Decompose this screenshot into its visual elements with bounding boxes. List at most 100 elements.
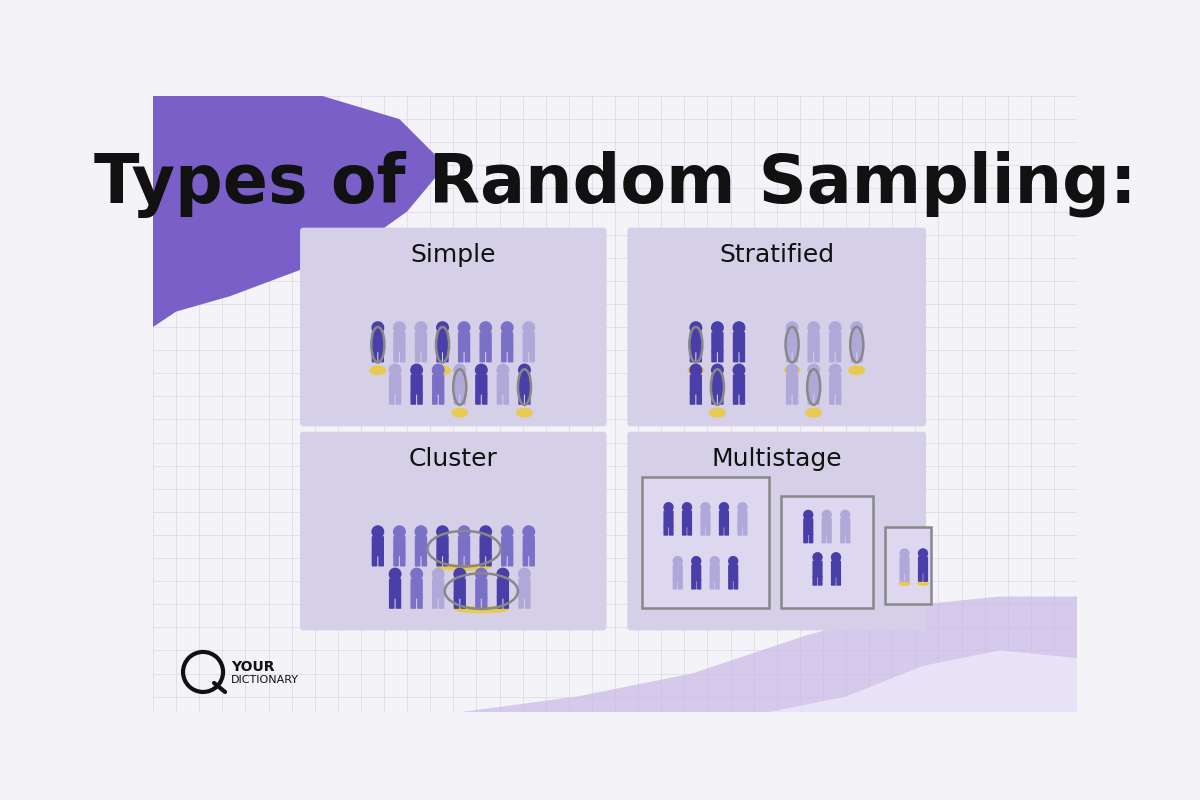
FancyBboxPatch shape — [389, 374, 401, 394]
FancyBboxPatch shape — [918, 557, 928, 574]
Circle shape — [672, 556, 683, 566]
FancyBboxPatch shape — [458, 554, 463, 566]
Circle shape — [689, 363, 702, 377]
FancyBboxPatch shape — [504, 597, 509, 609]
FancyBboxPatch shape — [486, 350, 492, 362]
FancyBboxPatch shape — [529, 350, 535, 362]
FancyBboxPatch shape — [454, 578, 466, 598]
Circle shape — [682, 502, 692, 512]
Ellipse shape — [454, 606, 509, 614]
Ellipse shape — [451, 408, 468, 418]
FancyBboxPatch shape — [718, 350, 724, 362]
FancyBboxPatch shape — [719, 510, 730, 527]
FancyBboxPatch shape — [418, 393, 422, 405]
Circle shape — [414, 526, 427, 538]
FancyBboxPatch shape — [394, 554, 398, 566]
FancyBboxPatch shape — [690, 393, 695, 405]
FancyBboxPatch shape — [518, 597, 524, 609]
FancyBboxPatch shape — [437, 554, 442, 566]
Circle shape — [479, 322, 492, 334]
Circle shape — [829, 363, 841, 377]
FancyBboxPatch shape — [439, 597, 444, 609]
Circle shape — [840, 510, 851, 520]
FancyBboxPatch shape — [475, 578, 487, 598]
FancyBboxPatch shape — [835, 350, 841, 362]
Circle shape — [732, 363, 745, 377]
FancyBboxPatch shape — [817, 576, 822, 586]
FancyBboxPatch shape — [786, 350, 792, 362]
FancyBboxPatch shape — [808, 350, 814, 362]
FancyBboxPatch shape — [900, 557, 910, 574]
FancyBboxPatch shape — [808, 393, 814, 405]
FancyBboxPatch shape — [458, 536, 470, 556]
Circle shape — [918, 548, 928, 558]
FancyBboxPatch shape — [728, 565, 738, 582]
FancyBboxPatch shape — [443, 554, 449, 566]
FancyBboxPatch shape — [454, 597, 460, 609]
FancyBboxPatch shape — [840, 518, 851, 535]
FancyBboxPatch shape — [372, 536, 384, 556]
Circle shape — [522, 322, 535, 334]
FancyBboxPatch shape — [482, 597, 487, 609]
FancyBboxPatch shape — [389, 597, 395, 609]
FancyBboxPatch shape — [733, 332, 745, 352]
FancyBboxPatch shape — [814, 350, 820, 362]
FancyBboxPatch shape — [682, 526, 686, 536]
Circle shape — [414, 322, 427, 334]
FancyBboxPatch shape — [905, 572, 910, 582]
FancyBboxPatch shape — [508, 554, 514, 566]
FancyBboxPatch shape — [486, 554, 492, 566]
Text: Multistage: Multistage — [712, 447, 842, 471]
FancyBboxPatch shape — [809, 534, 814, 543]
FancyBboxPatch shape — [780, 496, 872, 608]
FancyBboxPatch shape — [696, 580, 701, 590]
Polygon shape — [769, 650, 1078, 712]
FancyBboxPatch shape — [480, 554, 485, 566]
FancyBboxPatch shape — [814, 393, 820, 405]
Ellipse shape — [370, 366, 386, 375]
Ellipse shape — [805, 408, 822, 418]
FancyBboxPatch shape — [523, 350, 528, 362]
FancyBboxPatch shape — [712, 332, 724, 352]
FancyBboxPatch shape — [497, 374, 509, 394]
FancyBboxPatch shape — [628, 432, 926, 630]
FancyBboxPatch shape — [690, 350, 695, 362]
FancyBboxPatch shape — [712, 393, 716, 405]
FancyBboxPatch shape — [458, 332, 470, 352]
FancyBboxPatch shape — [712, 374, 724, 394]
Circle shape — [664, 502, 673, 512]
Circle shape — [689, 322, 702, 334]
Circle shape — [497, 568, 509, 581]
FancyBboxPatch shape — [475, 597, 481, 609]
FancyBboxPatch shape — [437, 350, 442, 362]
FancyBboxPatch shape — [523, 554, 528, 566]
Circle shape — [518, 568, 530, 581]
Circle shape — [436, 322, 449, 334]
FancyBboxPatch shape — [786, 374, 798, 394]
FancyBboxPatch shape — [421, 350, 427, 362]
FancyBboxPatch shape — [673, 565, 683, 582]
FancyBboxPatch shape — [664, 526, 668, 536]
FancyBboxPatch shape — [682, 510, 692, 527]
Text: YOUR: YOUR — [230, 659, 275, 674]
FancyBboxPatch shape — [480, 350, 485, 362]
Circle shape — [786, 363, 798, 377]
FancyBboxPatch shape — [688, 526, 692, 536]
FancyBboxPatch shape — [432, 393, 438, 405]
FancyBboxPatch shape — [454, 374, 466, 394]
FancyBboxPatch shape — [394, 332, 406, 352]
FancyBboxPatch shape — [918, 572, 923, 582]
FancyBboxPatch shape — [715, 580, 720, 590]
Circle shape — [803, 510, 814, 520]
Circle shape — [479, 526, 492, 538]
FancyBboxPatch shape — [437, 536, 449, 556]
Text: Stratified: Stratified — [719, 243, 834, 267]
Circle shape — [732, 322, 745, 334]
Circle shape — [691, 556, 702, 566]
Ellipse shape — [688, 366, 704, 375]
FancyBboxPatch shape — [642, 477, 769, 608]
Circle shape — [786, 322, 798, 334]
Text: DICTIONARY: DICTIONARY — [230, 674, 299, 685]
Circle shape — [737, 502, 748, 512]
FancyBboxPatch shape — [812, 561, 822, 578]
